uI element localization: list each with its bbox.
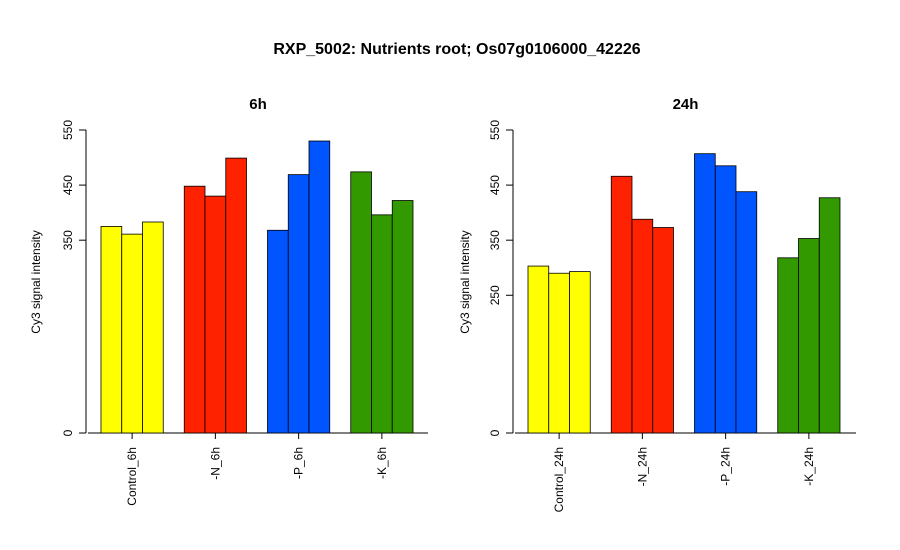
bar-k-24h-1	[777, 257, 799, 434]
x-tick-label-k-24h: -K_24h	[802, 447, 816, 486]
bar-n-6h-2	[204, 195, 227, 434]
bar-control-24h-3	[569, 271, 591, 434]
y-tick-label: 0	[61, 429, 75, 436]
bar-k-6h-3	[391, 200, 414, 434]
y-tick-label: 450	[61, 175, 75, 195]
panel-6h: 6h Cy3 signal intensity 0 350 450 550 Control_…	[29, 96, 428, 506]
panel-title: 24h	[673, 96, 699, 113]
x-tick-label-k-6h: -K_6h	[375, 447, 389, 479]
x-tick-label-n-6h: -N_6h	[208, 447, 222, 480]
bar-k-6h-1	[350, 171, 372, 434]
bar-k-24h-3	[818, 197, 841, 434]
bar-p-6h-2	[287, 174, 310, 434]
y-tick-label: 350	[488, 230, 502, 250]
bar-n-24h-1	[610, 175, 633, 434]
y-axis-label: Cy3 signal intensity	[29, 230, 43, 333]
bar-n-6h-3	[225, 157, 247, 434]
y-axis-label: Cy3 signal intensity	[458, 230, 472, 333]
panel-24h: 24h Cy3 signal intensity 0 250 350 450 550 Cont…	[458, 96, 856, 512]
x-tick-label-p-6h: -P_6h	[292, 447, 306, 479]
bar-k-6h-2	[371, 214, 393, 434]
y-tick-label: 250	[488, 285, 502, 305]
bar-control-24h-1	[527, 265, 550, 434]
bar-p-24h-2	[714, 165, 737, 434]
figure-title: RXP_5002: Nutrients root; Os07g0106000_4…	[273, 41, 640, 58]
bar-p-24h-1	[694, 153, 716, 434]
x-tick-label-control-24h: Control_24h	[552, 447, 566, 512]
panel-title: 6h	[249, 96, 267, 113]
bar-p-24h-3	[735, 191, 758, 434]
x-tick-label-n-24h: -N_24h	[635, 447, 649, 486]
bar-n-24h-3	[652, 227, 674, 434]
y-tick-label: 450	[488, 175, 502, 195]
x-tick-label-control-6h: Control_6h	[125, 447, 139, 506]
y-tick-label: 350	[61, 230, 75, 250]
y-tick-label: 0	[488, 429, 502, 436]
y-tick-label: 550	[488, 120, 502, 140]
bar-p-6h-3	[308, 140, 331, 434]
x-tick-label-p-24h: -P_24h	[719, 447, 733, 486]
bar-control-6h-3	[142, 221, 164, 434]
bar-p-6h-1	[267, 229, 289, 434]
y-tick-label: 550	[61, 120, 75, 140]
bar-control-6h-1	[100, 226, 123, 434]
bar-k-24h-2	[798, 238, 820, 434]
bar-n-24h-2	[631, 218, 654, 434]
bar-control-24h-2	[548, 272, 570, 434]
bar-control-6h-2	[121, 233, 143, 434]
bar-n-6h-1	[183, 185, 206, 434]
